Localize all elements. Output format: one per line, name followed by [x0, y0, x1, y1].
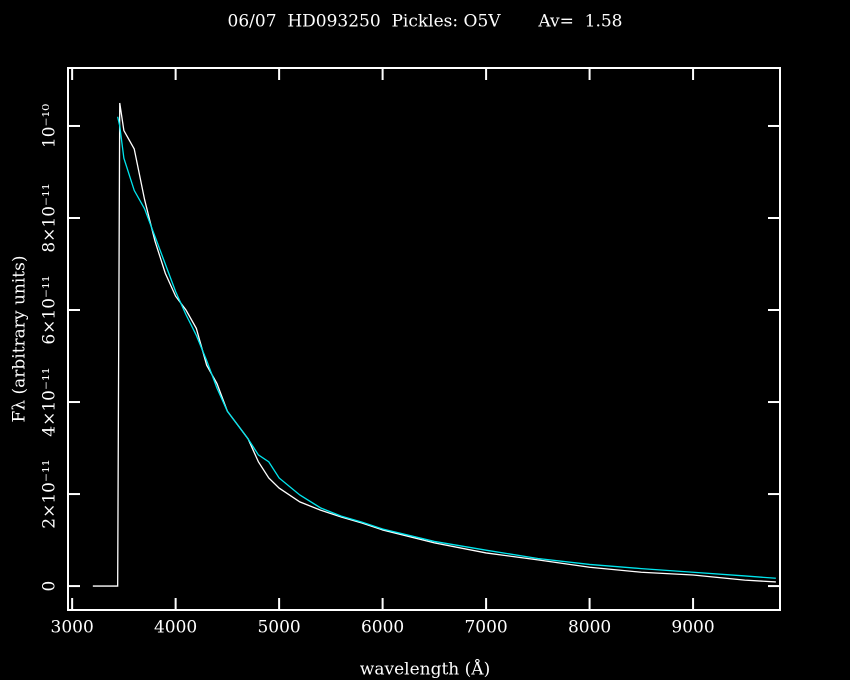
x-tick-label: 5000: [257, 618, 300, 638]
x-tick-label: 9000: [671, 618, 714, 638]
x-tick-label: 6000: [361, 618, 404, 638]
chart-title: 06/07 HD093250 Pickles: O5V Av= 1.58: [228, 12, 623, 32]
x-tick-label: 3000: [51, 618, 94, 638]
spectrum-line: [92, 102, 776, 587]
y-tick-label: 4×10⁻¹¹: [40, 367, 60, 436]
y-tick-label: 0: [40, 581, 60, 592]
y-tick-label: 6×10⁻¹¹: [40, 275, 60, 344]
spectrum-line: [117, 116, 776, 579]
x-axis-label: wavelength (Å): [360, 659, 490, 680]
x-tick-label: 4000: [154, 618, 197, 638]
y-tick-label: 8×10⁻¹¹: [40, 183, 60, 252]
x-tick-label: 7000: [464, 618, 507, 638]
plot-area: [92, 102, 776, 587]
y-tick-label: 2×10⁻¹¹: [40, 459, 60, 528]
x-tick-label: 8000: [568, 618, 611, 638]
y-axis-label: Fλ (arbitrary units): [10, 256, 30, 423]
y-tick-label: 10⁻¹⁰: [40, 104, 60, 148]
plot-frame: [67, 67, 781, 611]
